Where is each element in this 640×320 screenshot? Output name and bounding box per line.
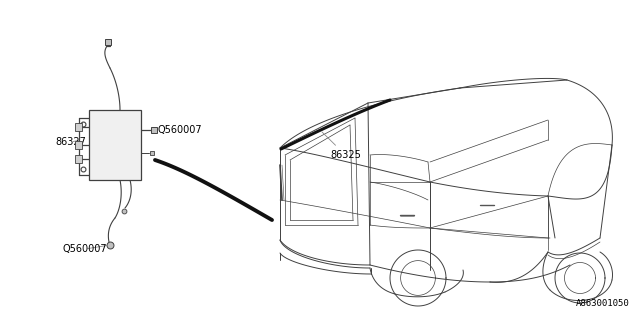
- Bar: [75, 155, 82, 163]
- Text: Q560007: Q560007: [158, 125, 203, 135]
- Bar: [75, 141, 82, 149]
- Text: 86325: 86325: [322, 132, 361, 160]
- Text: 86327: 86327: [55, 137, 86, 147]
- Bar: [89, 110, 141, 180]
- Text: A863001050: A863001050: [576, 299, 630, 308]
- Text: Q560007: Q560007: [63, 244, 108, 254]
- Bar: [75, 123, 82, 131]
